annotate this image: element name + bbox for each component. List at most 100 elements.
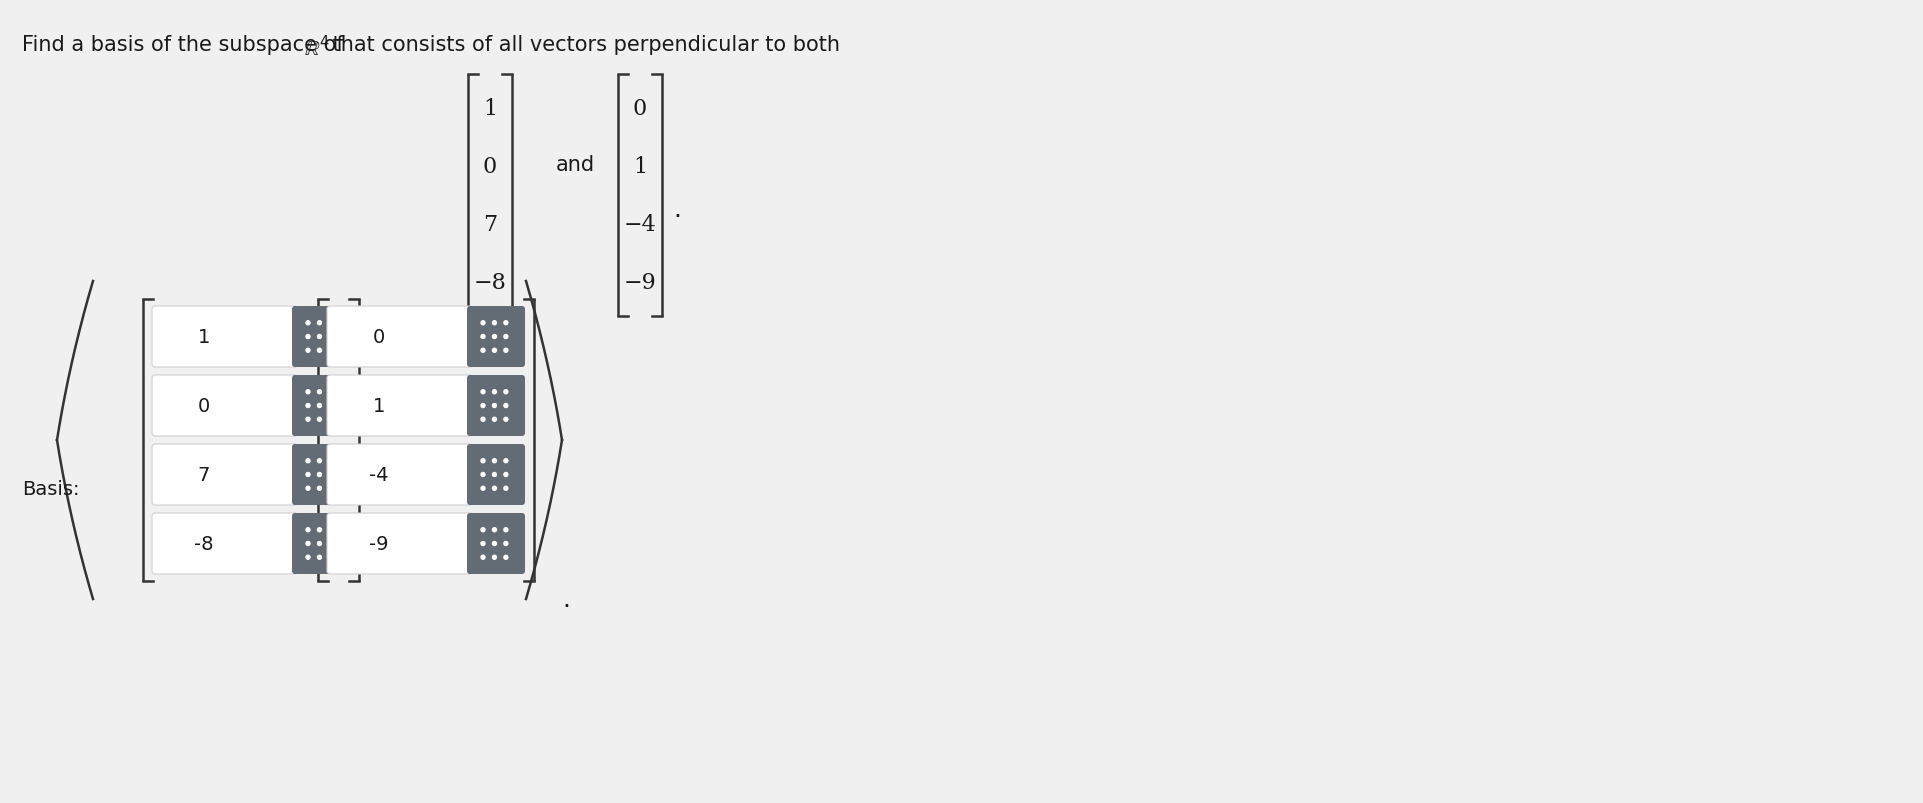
FancyBboxPatch shape xyxy=(327,376,473,437)
Text: 0: 0 xyxy=(633,98,646,120)
Text: −9: −9 xyxy=(623,271,656,294)
Circle shape xyxy=(306,321,310,325)
Circle shape xyxy=(481,487,485,491)
Circle shape xyxy=(481,418,485,422)
FancyBboxPatch shape xyxy=(467,376,525,437)
Circle shape xyxy=(306,390,310,394)
Circle shape xyxy=(481,321,485,325)
Text: -9: -9 xyxy=(369,534,388,553)
Circle shape xyxy=(492,418,496,422)
FancyBboxPatch shape xyxy=(152,444,298,505)
Text: ,: , xyxy=(363,450,371,471)
FancyBboxPatch shape xyxy=(152,376,298,437)
Circle shape xyxy=(306,528,310,532)
Circle shape xyxy=(317,335,321,339)
FancyBboxPatch shape xyxy=(292,513,350,574)
Circle shape xyxy=(492,556,496,560)
Circle shape xyxy=(329,473,333,477)
FancyBboxPatch shape xyxy=(467,307,525,368)
Text: 7: 7 xyxy=(483,214,496,236)
Circle shape xyxy=(329,528,333,532)
Circle shape xyxy=(504,459,508,463)
Circle shape xyxy=(481,528,485,532)
FancyBboxPatch shape xyxy=(327,444,473,505)
FancyBboxPatch shape xyxy=(467,444,525,505)
Circle shape xyxy=(317,528,321,532)
Circle shape xyxy=(317,390,321,394)
Circle shape xyxy=(481,335,485,339)
Text: −4: −4 xyxy=(623,214,656,236)
Circle shape xyxy=(481,473,485,477)
Circle shape xyxy=(492,349,496,353)
Circle shape xyxy=(329,349,333,353)
Circle shape xyxy=(317,459,321,463)
Circle shape xyxy=(504,335,508,339)
Circle shape xyxy=(504,321,508,325)
Circle shape xyxy=(504,542,508,546)
Circle shape xyxy=(504,528,508,532)
Circle shape xyxy=(492,335,496,339)
Circle shape xyxy=(306,542,310,546)
FancyBboxPatch shape xyxy=(467,513,525,574)
Circle shape xyxy=(492,542,496,546)
Circle shape xyxy=(504,487,508,491)
Circle shape xyxy=(317,321,321,325)
Circle shape xyxy=(306,473,310,477)
Circle shape xyxy=(492,528,496,532)
Circle shape xyxy=(317,487,321,491)
Circle shape xyxy=(306,335,310,339)
Circle shape xyxy=(329,556,333,560)
Text: .: . xyxy=(673,198,681,222)
Text: −8: −8 xyxy=(473,271,506,294)
Text: 0: 0 xyxy=(373,328,385,347)
Text: -8: -8 xyxy=(194,534,213,553)
Circle shape xyxy=(306,418,310,422)
Circle shape xyxy=(317,473,321,477)
Circle shape xyxy=(306,349,310,353)
Circle shape xyxy=(481,459,485,463)
Circle shape xyxy=(504,349,508,353)
Circle shape xyxy=(504,418,508,422)
Text: .: . xyxy=(562,587,569,611)
Text: 0: 0 xyxy=(198,397,210,415)
Text: 1: 1 xyxy=(198,328,210,347)
Text: that consists of all vectors perpendicular to both: that consists of all vectors perpendicul… xyxy=(325,35,838,55)
Circle shape xyxy=(329,418,333,422)
Circle shape xyxy=(492,487,496,491)
Circle shape xyxy=(481,404,485,408)
Circle shape xyxy=(481,390,485,394)
Circle shape xyxy=(504,556,508,560)
FancyBboxPatch shape xyxy=(152,513,298,574)
Circle shape xyxy=(504,404,508,408)
Text: 0: 0 xyxy=(483,156,496,177)
Circle shape xyxy=(317,418,321,422)
Circle shape xyxy=(481,349,485,353)
Circle shape xyxy=(504,473,508,477)
Text: Basis:: Basis: xyxy=(21,480,79,499)
FancyBboxPatch shape xyxy=(327,307,473,368)
Text: 7: 7 xyxy=(198,466,210,484)
Circle shape xyxy=(317,556,321,560)
Circle shape xyxy=(481,542,485,546)
Circle shape xyxy=(481,556,485,560)
Circle shape xyxy=(329,459,333,463)
Circle shape xyxy=(492,321,496,325)
Circle shape xyxy=(306,556,310,560)
Circle shape xyxy=(492,390,496,394)
Circle shape xyxy=(329,404,333,408)
Circle shape xyxy=(329,487,333,491)
Circle shape xyxy=(317,404,321,408)
Circle shape xyxy=(329,321,333,325)
Text: -4: -4 xyxy=(369,466,388,484)
Text: 1: 1 xyxy=(373,397,385,415)
Circle shape xyxy=(317,349,321,353)
FancyBboxPatch shape xyxy=(152,307,298,368)
Circle shape xyxy=(492,473,496,477)
Circle shape xyxy=(306,487,310,491)
Circle shape xyxy=(504,390,508,394)
FancyBboxPatch shape xyxy=(292,444,350,505)
Circle shape xyxy=(306,404,310,408)
Text: and: and xyxy=(556,155,594,175)
Circle shape xyxy=(306,459,310,463)
Text: 1: 1 xyxy=(483,98,496,120)
